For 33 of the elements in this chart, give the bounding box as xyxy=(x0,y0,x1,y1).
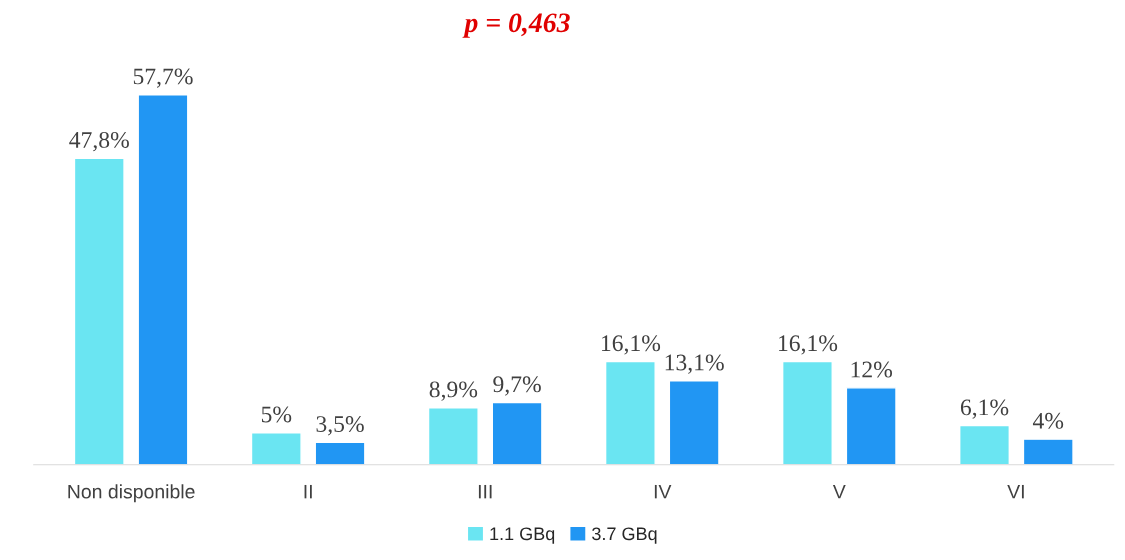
data-label: 57,7% xyxy=(133,68,193,88)
data-label: 12% xyxy=(851,361,893,378)
bar xyxy=(959,424,1010,465)
x-tick-label: III xyxy=(478,484,492,499)
x-tick-label: Non disponible xyxy=(68,484,195,503)
bar xyxy=(427,407,479,465)
bar xyxy=(314,441,366,465)
data-label: 3,5% xyxy=(316,416,364,436)
bar xyxy=(781,360,833,465)
bar xyxy=(845,387,897,465)
data-label: 4% xyxy=(1032,412,1064,429)
bar xyxy=(73,157,125,465)
text: p = 0,463 xyxy=(462,13,570,38)
bar xyxy=(491,401,543,465)
x-tick-label: V xyxy=(832,484,846,499)
x-tick-label: IV xyxy=(654,484,672,499)
data-label: 47,8% xyxy=(69,131,129,152)
x-tick-label: VI xyxy=(1007,484,1024,499)
data-label: 8,9% xyxy=(429,381,478,401)
data-label: 9,7% xyxy=(493,376,541,396)
bar xyxy=(250,432,302,465)
bar xyxy=(1022,438,1074,465)
data-label: 6,1% xyxy=(960,399,1009,419)
bar xyxy=(604,360,656,465)
data-label: 16,1% xyxy=(779,335,838,355)
bar xyxy=(137,94,189,465)
legend-label: 1.1 GBq xyxy=(490,527,555,544)
data-label: 5% xyxy=(261,406,292,423)
x-tick-label: II xyxy=(304,484,312,499)
data-label: 16,1% xyxy=(601,335,661,355)
data-label: 13,1% xyxy=(665,354,724,374)
bar xyxy=(668,380,720,465)
legend-label: 3.7 GBq xyxy=(592,527,657,544)
